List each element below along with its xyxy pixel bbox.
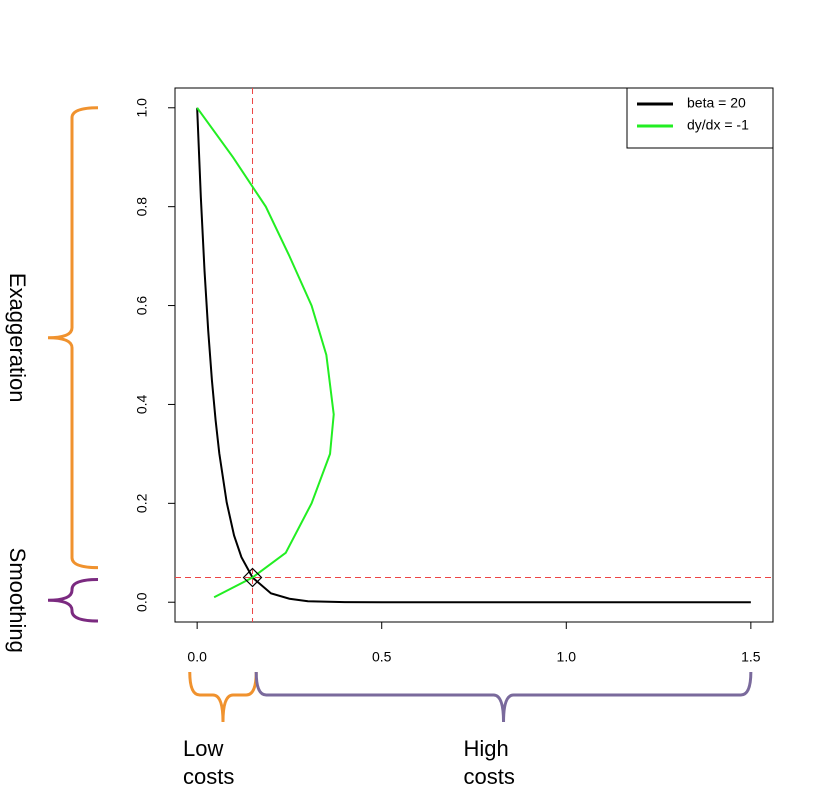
x-tick-label: 1.0 [557,649,577,665]
x-tick-label: 0.5 [372,649,392,665]
legend-label: dy/dx = -1 [687,117,749,133]
y-tick-label: 0.0 [134,592,150,612]
bracket-label: Exaggeration [5,273,30,403]
bracket [254,671,753,723]
point-marker [242,567,263,588]
bracket-label: High costs [464,736,515,789]
y-tick-label: 0.2 [134,493,150,513]
bracket-label: Smoothing [5,548,30,653]
bracket [47,106,99,570]
line-series [196,107,751,604]
y-tick-label: 0.4 [134,395,150,415]
plot-frame [174,87,774,623]
x-tick-label: 1.5 [741,649,761,665]
bracket [47,577,99,623]
x-tick-label: 0.0 [187,649,207,665]
bracket-label: Low costs [183,736,234,789]
y-tick-label: 0.8 [134,197,150,217]
y-tick-label: 0.6 [134,296,150,316]
bracket [188,671,258,723]
legend-box [626,87,774,149]
line-series [196,107,335,599]
legend-label: beta = 20 [687,95,746,111]
y-tick-label: 1.0 [134,98,150,118]
